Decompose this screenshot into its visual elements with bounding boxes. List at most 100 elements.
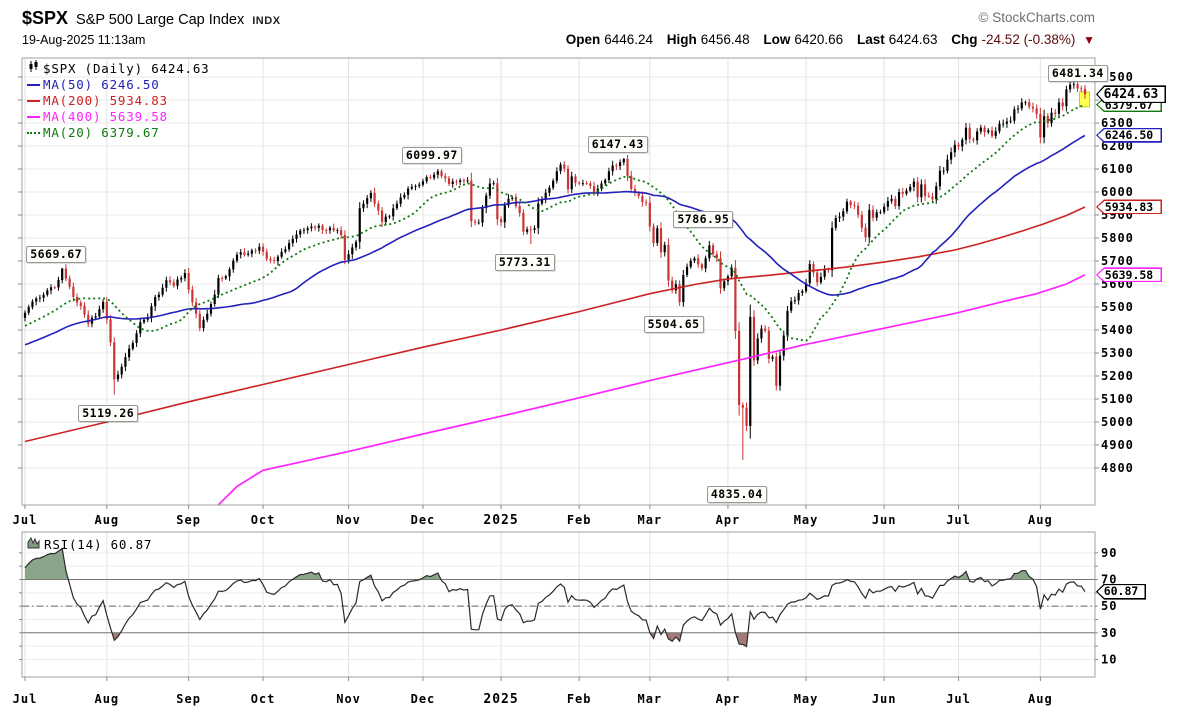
month-label: Aug	[94, 692, 119, 706]
legend-ma50-label: MA(50) 6246.50	[43, 76, 160, 92]
ma400-line-icon	[27, 116, 40, 118]
price-annotation: 5669.67	[26, 245, 87, 263]
legend-main-label: $SPX (Daily) 6424.63	[43, 60, 210, 76]
axes: 4800490050005100520053005400550056005700…	[13, 57, 1134, 707]
legend-ma200-row: MA(200) 5934.83	[27, 93, 210, 109]
month-label: May	[794, 513, 819, 527]
chg-label: Chg	[951, 32, 978, 47]
month-label: Apr	[716, 692, 741, 706]
price-axis-label: 5700	[1101, 254, 1134, 268]
rsi-axis-label: 50	[1101, 599, 1117, 613]
chg-value: -24.52 (-0.38%)	[981, 32, 1076, 47]
month-label: Dec	[411, 692, 436, 706]
legend-ma400-label: MA(400) 5639.58	[43, 108, 168, 124]
low-label: Low	[763, 32, 791, 47]
ma200-badge-value: 5934.83	[1097, 200, 1161, 213]
rsi-value-badge-value: 60.87	[1097, 585, 1145, 599]
month-label: Aug	[94, 513, 119, 527]
price-annotation: 5773.31	[494, 254, 555, 272]
rsi-panel-border	[21, 531, 1096, 678]
legend-ma200-label: MA(200) 5934.83	[43, 92, 168, 108]
month-label: 2025	[483, 513, 518, 528]
high-value: 6456.48	[700, 32, 750, 47]
rsi-line	[24, 547, 1086, 648]
price-panel[interactable]	[23, 81, 1090, 505]
price-axis-label: 5000	[1101, 415, 1134, 429]
ma50-line-icon	[27, 84, 40, 86]
price-axis-label: 5200	[1101, 369, 1134, 383]
ma400-badge: 5639.58	[1096, 267, 1162, 283]
price-panel-border	[21, 57, 1096, 506]
index-name: S&P 500 Large Cap Index	[76, 12, 245, 28]
month-label: Jul	[946, 513, 971, 527]
price-axis-label: 5100	[1101, 392, 1134, 406]
price-axis-label: 6500	[1101, 70, 1134, 84]
month-label: Nov	[336, 513, 361, 527]
chart-datetime: 19-Aug-2025 11:13am	[22, 33, 146, 47]
rsi-axis-label: 70	[1101, 572, 1117, 586]
month-label: Sep	[176, 692, 201, 706]
down-arrow-icon: ▼	[1083, 33, 1095, 47]
exchange-label: INDX	[252, 15, 281, 27]
candlestick-icon	[27, 60, 40, 77]
ma50-line	[24, 134, 1086, 346]
last-price-badge-value: 6424.63	[1097, 86, 1165, 102]
rsi-oversold-fill	[112, 632, 748, 647]
price-axis-label: 4800	[1101, 461, 1134, 475]
month-label: Apr	[716, 513, 741, 527]
ticker-symbol: $SPX	[22, 8, 69, 28]
price-annotation: 5504.65	[643, 315, 704, 333]
last-value: 6424.63	[888, 32, 938, 47]
price-legend: $SPX (Daily) 6424.63 MA(50) 6246.50 MA(2…	[27, 60, 210, 141]
month-label: Oct	[251, 692, 276, 706]
rsi-panel[interactable]	[22, 547, 1095, 648]
legend-ma400-row: MA(400) 5639.58	[27, 109, 210, 125]
month-label: Aug	[1028, 692, 1053, 706]
ma200-badge: 5934.83	[1096, 199, 1162, 215]
price-axis-label: 6000	[1101, 185, 1134, 199]
chart-title: $SPX S&P 500 Large Cap Index INDX	[22, 8, 281, 29]
month-label: Jun	[872, 513, 897, 527]
open-label: Open	[565, 32, 601, 47]
rsi-legend: RSI(14) 60.87	[27, 536, 152, 552]
month-label: Feb	[567, 692, 592, 706]
legend-ma20-row: MA(20) 6379.67	[27, 125, 210, 141]
high-label: High	[666, 32, 697, 47]
price-axis-label: 6300	[1101, 116, 1134, 130]
price-axis-label: 5500	[1101, 300, 1134, 314]
rsi-legend-label: RSI(14) 60.87	[44, 536, 153, 552]
last-label: Last	[856, 32, 885, 47]
stockcharts-watermark: © StockCharts.com	[978, 10, 1095, 25]
ma20-line	[24, 103, 1086, 342]
ma50-badge: 6246.50	[1096, 127, 1162, 143]
month-label: Aug	[1028, 513, 1053, 527]
rsi-value-badge: 60.87	[1096, 583, 1146, 600]
price-annotation: 5119.26	[78, 404, 139, 422]
month-label: Jul	[13, 692, 38, 706]
ohlc-quote-row: Open 6446.24 High 6456.48 Low 6420.66 Last 6…	[566, 32, 1095, 47]
price-axis-label: 4900	[1101, 438, 1134, 452]
price-axis-label: 5300	[1101, 346, 1134, 360]
legend-main-row: $SPX (Daily) 6424.63	[27, 60, 210, 77]
ma200-line-icon	[27, 100, 40, 102]
ma400-badge-value: 5639.58	[1097, 268, 1161, 281]
ma50-badge-value: 6246.50	[1097, 129, 1161, 142]
month-label: Feb	[567, 513, 592, 527]
month-label: Mar	[637, 692, 662, 706]
month-label: Nov	[336, 692, 361, 706]
price-annotation: 4835.04	[706, 485, 767, 503]
price-annotation: 6099.97	[401, 147, 462, 164]
price-annotation: 5786.95	[673, 211, 734, 228]
rsi-area-icon	[27, 536, 40, 552]
rsi-axis-label: 10	[1101, 652, 1117, 666]
legend-ma50-row: MA(50) 6246.50	[27, 77, 210, 93]
price-axis-label: 5800	[1101, 231, 1134, 245]
price-axis-label: 5400	[1101, 323, 1134, 337]
price-annotation: 6481.34	[1047, 65, 1108, 83]
ma200-line	[24, 206, 1086, 443]
month-label: Jul	[946, 692, 971, 706]
last-price-badge: 6424.63	[1096, 85, 1166, 104]
price-annotation: 6147.43	[587, 136, 648, 154]
